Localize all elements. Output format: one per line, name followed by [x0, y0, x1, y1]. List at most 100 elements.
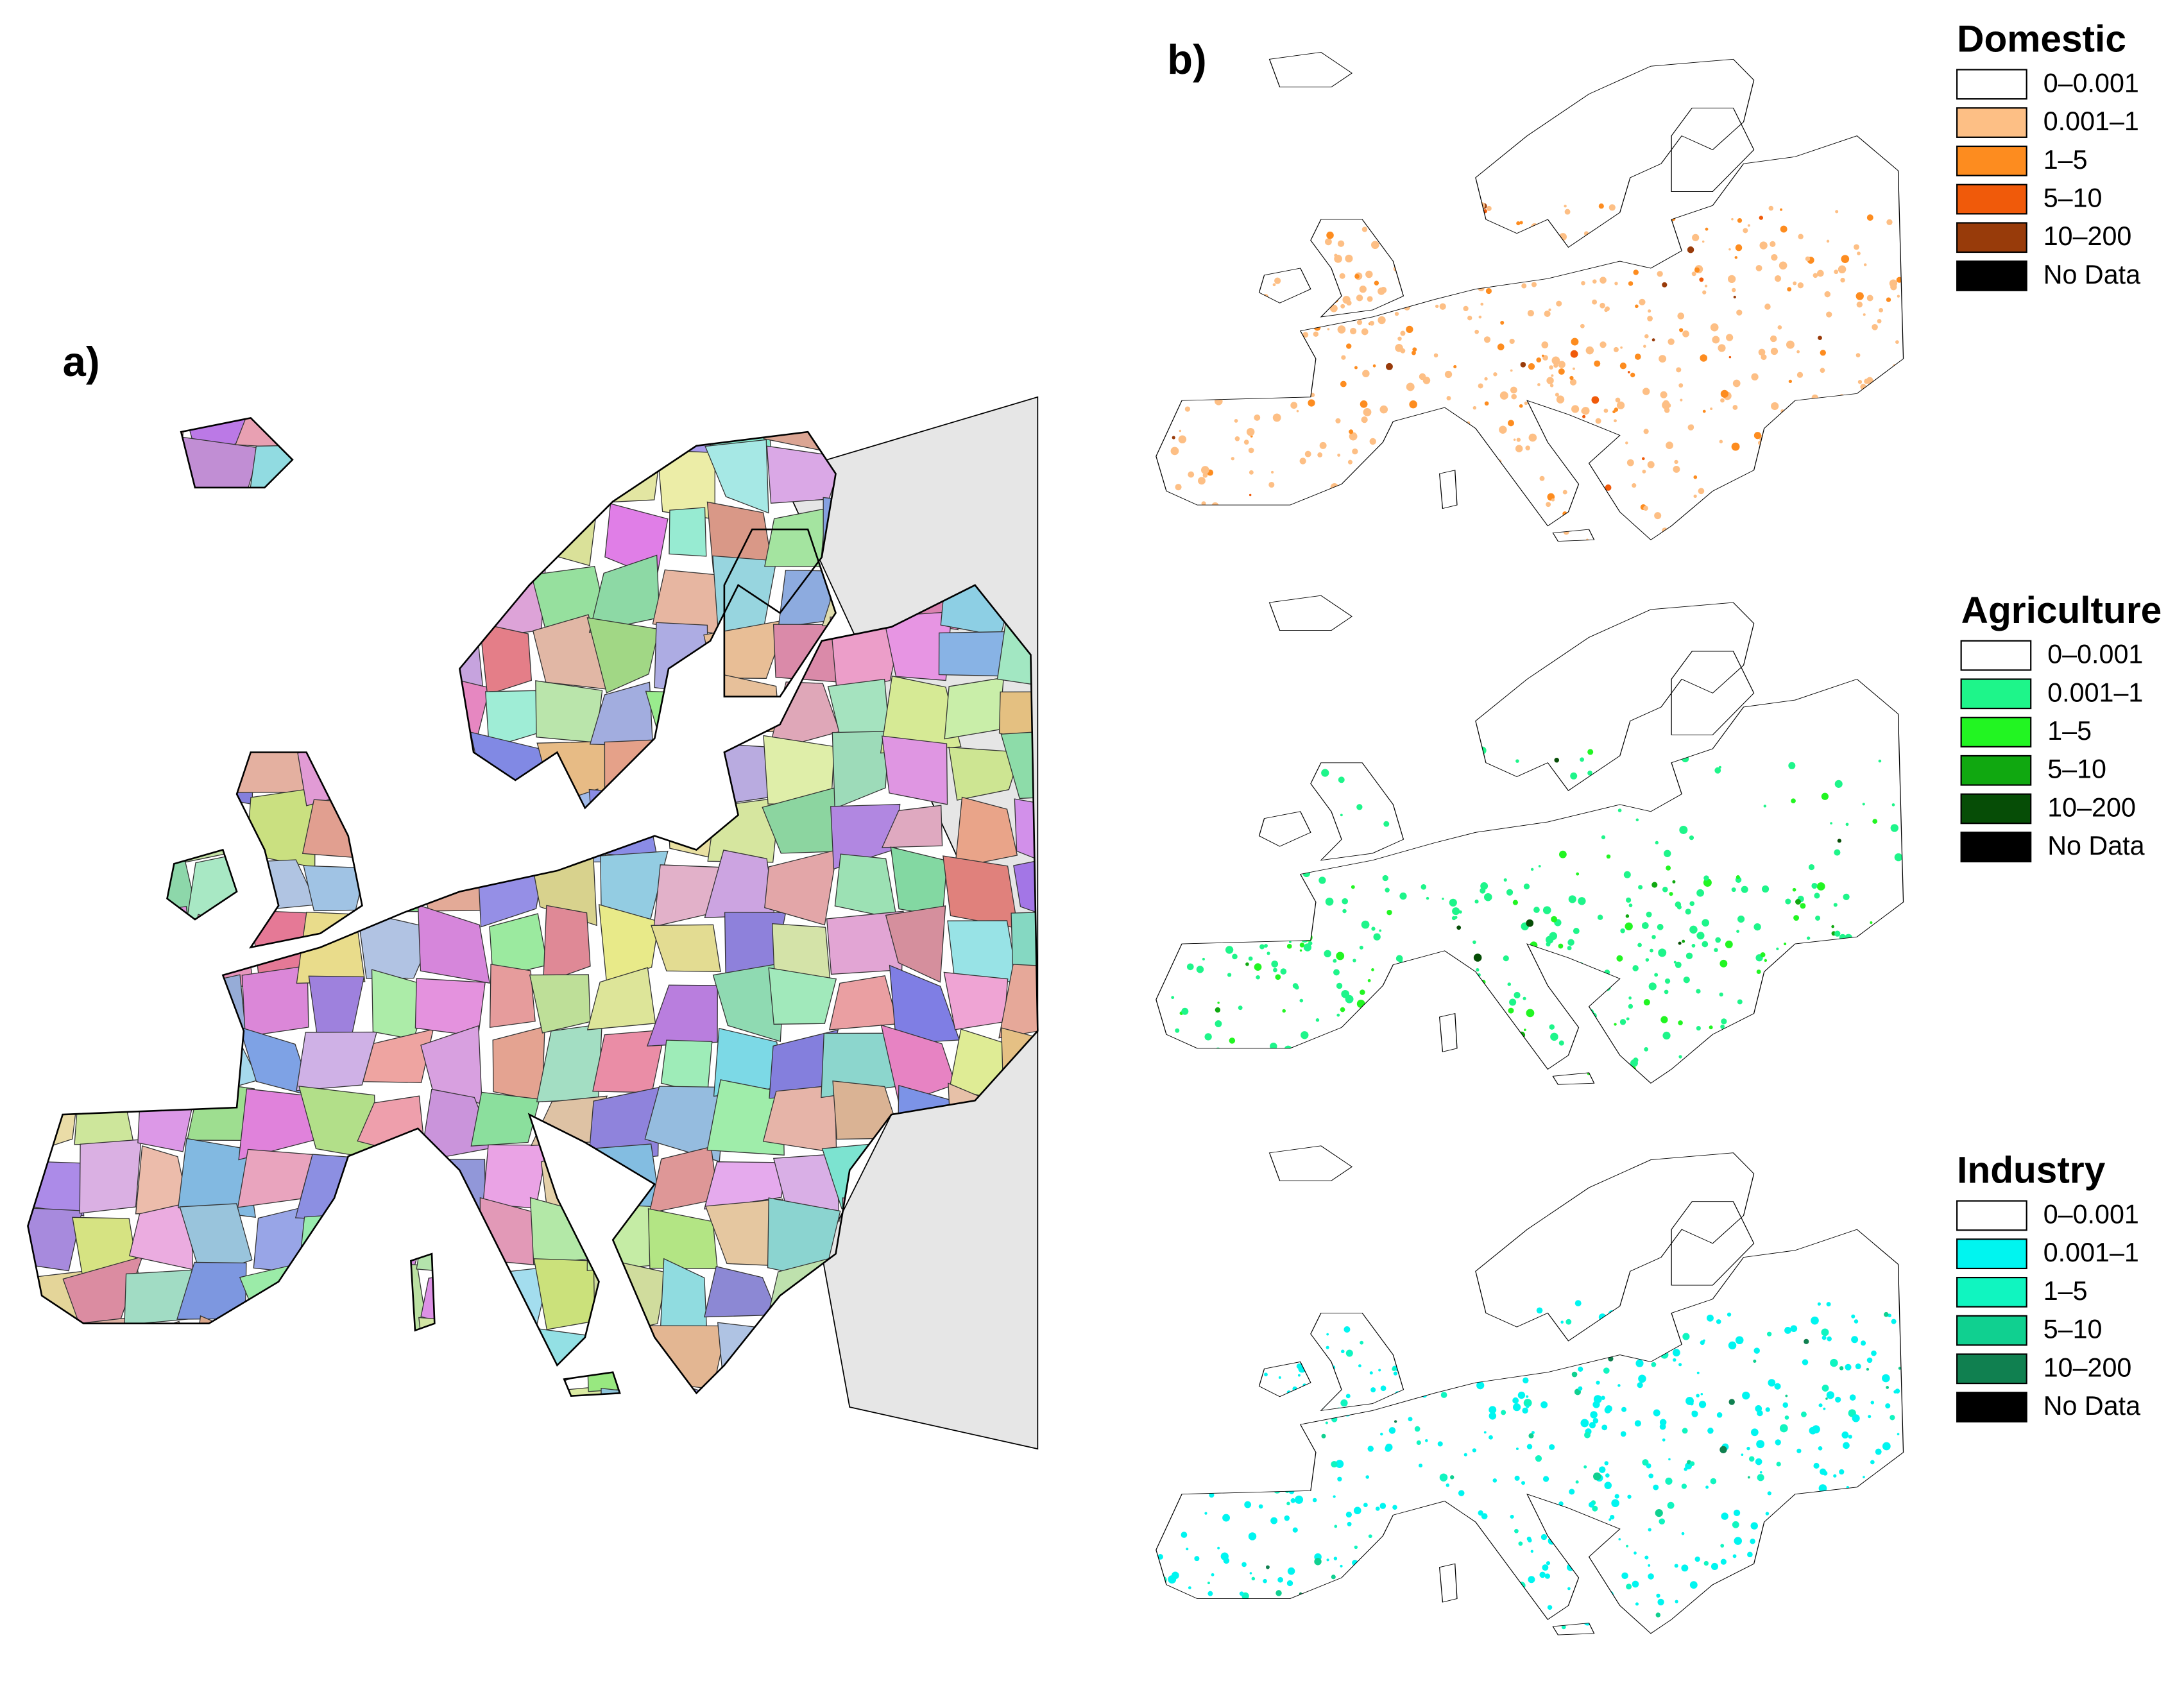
demand-dot: [1899, 1021, 1904, 1027]
demand-dot: [1337, 240, 1345, 247]
basin: [826, 910, 904, 975]
basin: [123, 674, 198, 751]
demand-dot: [1647, 316, 1653, 321]
demand-dot: [1884, 1492, 1891, 1499]
demand-dot: [1592, 1417, 1599, 1424]
demand-dot: [1477, 775, 1480, 779]
demand-dot: [1355, 1602, 1358, 1605]
demand-dot: [1658, 948, 1667, 957]
demand-dot: [1737, 915, 1745, 923]
demand-dot: [1412, 347, 1417, 352]
demand-dot: [1476, 968, 1480, 972]
demand-dot: [1727, 1312, 1732, 1317]
demand-dot: [1299, 1312, 1306, 1319]
demand-dot: [1172, 1075, 1180, 1082]
demand-dot: [1793, 281, 1797, 286]
demand-dot: [1704, 284, 1708, 287]
demand-dot: [1212, 252, 1219, 259]
demand-dot: [1833, 1608, 1836, 1612]
demand-dot: [1227, 1311, 1231, 1315]
demand-dot: [1518, 1541, 1523, 1546]
demand-dot: [1340, 1564, 1343, 1567]
demand-dot: [1268, 805, 1276, 812]
demand-dot: [1472, 1546, 1478, 1551]
demand-dot: [1440, 1621, 1445, 1625]
demand-dot: [1693, 475, 1698, 479]
demand-dot: [1769, 431, 1777, 439]
demand-dot: [1504, 1328, 1509, 1333]
demand-dot: [1172, 923, 1175, 927]
demand-dot: [1431, 1021, 1439, 1029]
demand-dot: [1766, 1331, 1772, 1337]
basin: [59, 418, 123, 452]
demand-dot: [1861, 939, 1866, 944]
demand-dot: [1826, 1616, 1829, 1619]
legend-label: 5–10: [2043, 1315, 2103, 1344]
demand-dot: [1358, 1364, 1361, 1368]
demand-dot: [1630, 1059, 1638, 1067]
demand-dot: [1373, 494, 1379, 500]
demand-dot: [1731, 887, 1736, 892]
demand-dot: [1635, 818, 1639, 822]
demand-dot: [1207, 1591, 1213, 1596]
demand-dot: [1642, 470, 1646, 474]
demand-dot: [1496, 466, 1503, 472]
demand-dot: [1212, 767, 1218, 773]
demand-dot: [1406, 438, 1413, 445]
demand-dot: [1571, 1086, 1576, 1091]
demand-dot: [1565, 995, 1570, 1000]
demand-dot: [1792, 1534, 1796, 1538]
demand-dot: [1442, 898, 1444, 900]
demand-dot: [1542, 355, 1548, 361]
demand-dot: [1791, 798, 1796, 804]
basin: [28, 1159, 85, 1217]
demand-dot: [1181, 1007, 1189, 1015]
demand-dot: [1816, 505, 1824, 513]
demand-dot: [1513, 438, 1516, 441]
demand-dot: [1168, 1575, 1175, 1582]
demand-dot: [1165, 504, 1173, 512]
demand-dot: [1802, 991, 1807, 996]
demand-dot: [1804, 1338, 1809, 1344]
demand-dot: [1546, 968, 1553, 975]
basin: [596, 418, 666, 459]
demand-dot: [1610, 1514, 1615, 1520]
demand-dot: [1408, 1028, 1413, 1033]
basin: [62, 497, 144, 567]
demand-dot: [1654, 973, 1659, 977]
demand-dot: [1197, 477, 1206, 485]
basin: [70, 867, 133, 922]
demand-dot: [1896, 1046, 1901, 1052]
demand-dot: [1628, 1003, 1634, 1009]
basin: [470, 437, 540, 511]
demand-dot: [1625, 238, 1632, 244]
demand-dot: [1472, 1643, 1480, 1650]
demand-dot: [1800, 1519, 1805, 1523]
demand-dot: [1895, 340, 1899, 344]
demand-dot: [1830, 1011, 1834, 1014]
demand-dot: [1817, 1302, 1821, 1306]
basin: [588, 1086, 660, 1164]
demand-dot: [1531, 1631, 1538, 1635]
demand-dot: [1626, 459, 1634, 466]
demand-dot: [1207, 512, 1211, 515]
demand-dot: [1882, 470, 1886, 474]
demand-dot: [1611, 1499, 1619, 1508]
basin: [706, 670, 781, 733]
demand-dot: [1897, 1078, 1901, 1082]
demand-dot: [1838, 265, 1847, 274]
demand-dot: [1893, 961, 1899, 968]
demand-dot: [1157, 254, 1161, 259]
demand-dot: [1199, 321, 1207, 330]
demand-dot: [1710, 1478, 1717, 1485]
demand-dot: [1287, 1567, 1295, 1575]
demand-dot: [1870, 921, 1873, 924]
demand-dot: [1803, 1555, 1808, 1560]
demand-dot: [1897, 402, 1900, 406]
demand-dot: [1236, 841, 1239, 845]
demand-dot: [1386, 1563, 1394, 1571]
demand-dot: [1168, 947, 1171, 951]
demand-dot: [1316, 1044, 1320, 1048]
demand-dot: [1834, 269, 1839, 275]
demand-dot: [1798, 234, 1804, 239]
